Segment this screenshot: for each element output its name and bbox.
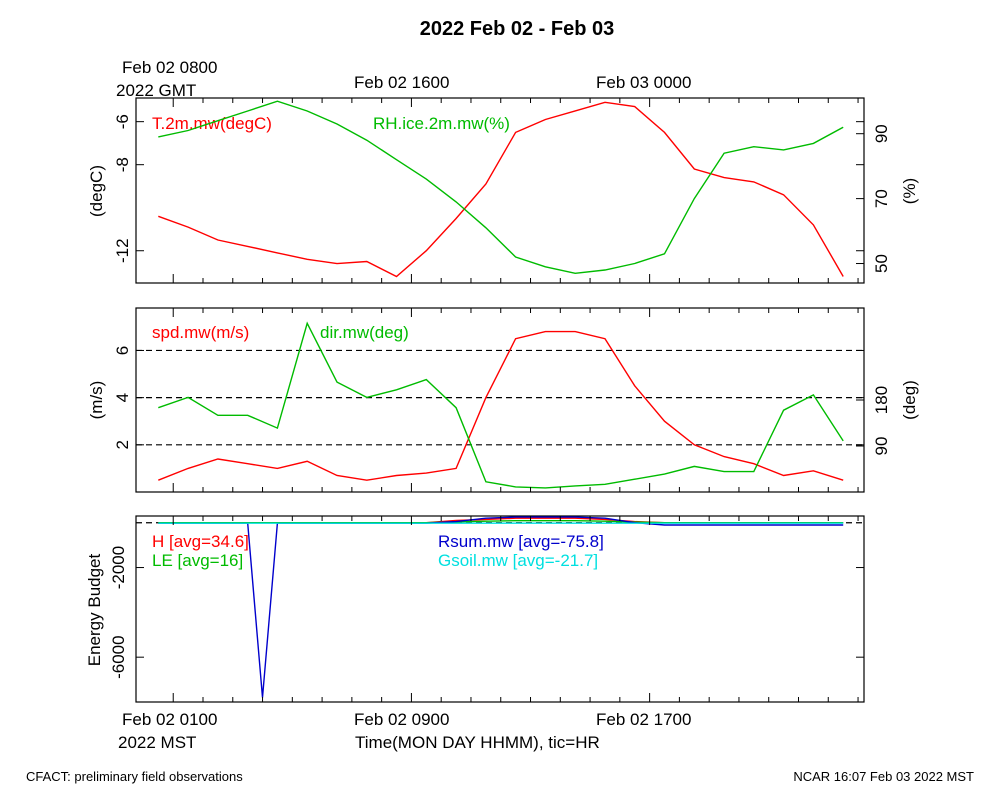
y-tick-label-left: 2 — [113, 440, 132, 449]
panel-1-right-ylabel: (%) — [900, 178, 919, 204]
y-tick-label-right: 70 — [872, 189, 891, 208]
top-time-label-2: Feb 02 1600 — [354, 73, 449, 92]
panel-3-left-ylabel: Energy Budget — [85, 553, 104, 666]
y-tick-label-left: -2000 — [109, 546, 128, 589]
bottom-time-label-3: Feb 02 1700 — [596, 710, 691, 729]
footer-right: NCAR 16:07 Feb 03 2022 MST — [793, 769, 974, 784]
legend-wind-speed: spd.mw(m/s) — [152, 323, 249, 342]
y-tick-label-right: 90 — [872, 437, 891, 456]
series-line-2-2 — [158, 321, 844, 489]
y-tick-label-right: 90 — [872, 124, 891, 143]
y-tick-label-left: 6 — [113, 346, 132, 355]
legend-soil-heat: Gsoil.mw [avg=-21.7] — [438, 551, 598, 570]
x-axis-label: Time(MON DAY HHMM), tic=HR — [355, 733, 600, 752]
legend-radiation-sum: Rsum.mw [avg=-75.8] — [438, 532, 604, 551]
panel-2-right-ylabel: (deg) — [900, 380, 919, 420]
chart-title: 2022 Feb 02 - Feb 03 — [420, 18, 615, 40]
panel-3-frame — [135, 515, 865, 703]
y-tick-label-left: -6000 — [109, 635, 128, 678]
legend-temperature: T.2m.mw(degC) — [152, 114, 272, 133]
panel-1-frame — [135, 97, 865, 284]
top-time-label-1: Feb 02 0800 — [122, 58, 217, 77]
legend-humidity: RH.ice.2m.mw(%) — [373, 114, 510, 133]
y-tick-label-left: -8 — [113, 157, 132, 172]
y-tick-label-right: 180 — [872, 386, 891, 414]
panel-2-left-ylabel: (m/s) — [87, 381, 106, 420]
bottom-time-label-1: Feb 02 0100 — [122, 710, 217, 729]
top-time-sublabel: 2022 GMT — [116, 81, 196, 100]
legend-wind-direction: dir.mw(deg) — [320, 323, 409, 342]
bottom-time-label-2: Feb 02 0900 — [354, 710, 449, 729]
series-line-1-2 — [158, 100, 844, 275]
panel-1-left-ylabel: (degC) — [87, 165, 106, 217]
legend-latent-heat: LE [avg=16] — [152, 551, 243, 570]
y-tick-label-left: -12 — [113, 238, 132, 263]
bottom-time-sublabel: 2022 MST — [118, 733, 196, 752]
series-line-2-1 — [158, 330, 844, 481]
y-tick-label-right: 50 — [872, 254, 891, 273]
y-tick-label-left: -6 — [113, 114, 132, 129]
top-time-label-3: Feb 03 0000 — [596, 73, 691, 92]
legend-sensible-heat: H [avg=34.6] — [152, 532, 249, 551]
series-line-1-1 — [158, 101, 844, 278]
footer-left: CFACT: preliminary field observations — [26, 769, 243, 784]
y-tick-label-left: 4 — [113, 393, 132, 402]
